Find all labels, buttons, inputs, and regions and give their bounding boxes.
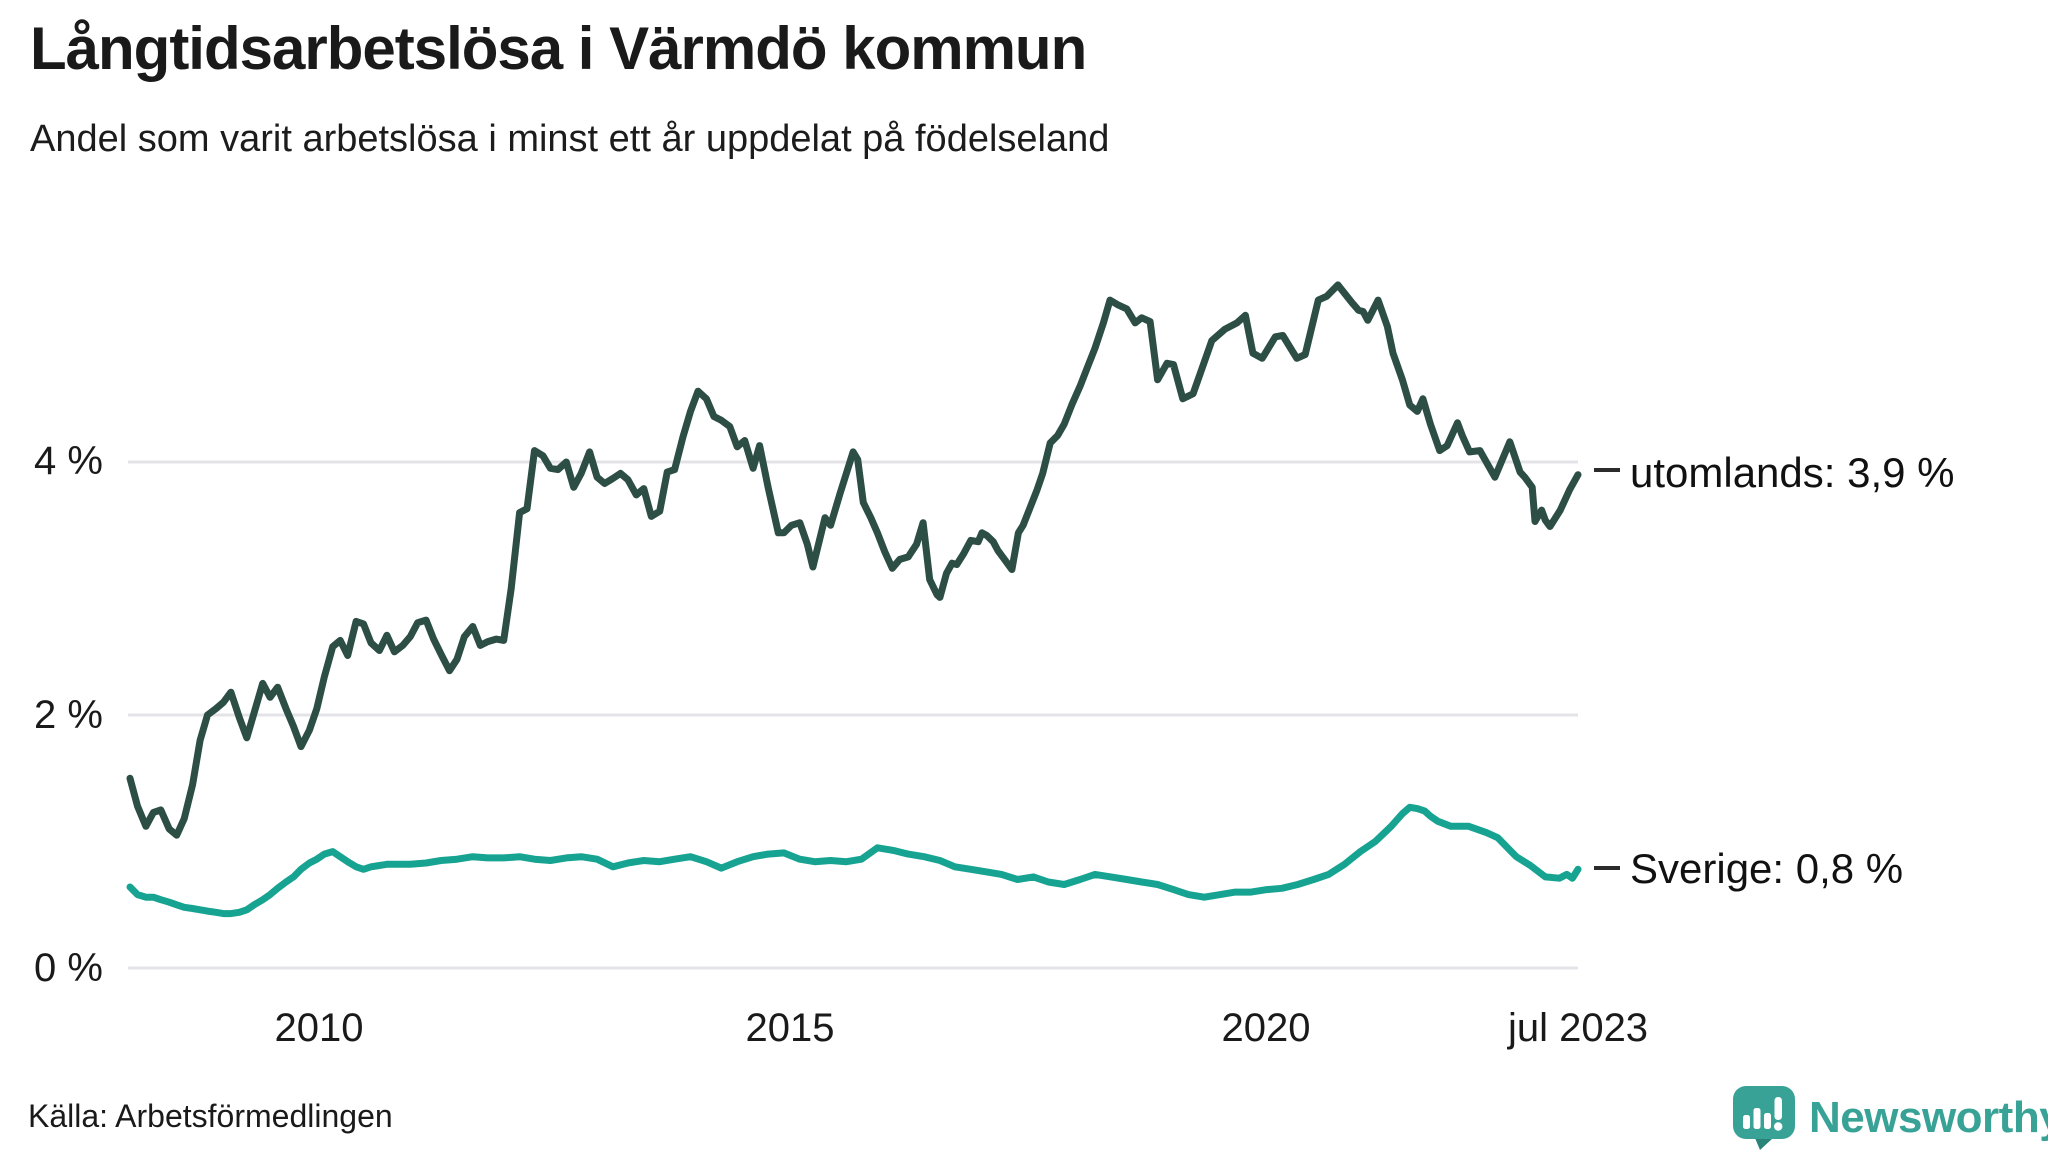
newsworthy-logo-text: Newsworthy <box>1809 1093 2048 1142</box>
source-note: Källa: Arbetsförmedlingen <box>28 1098 393 1134</box>
x-tick-2010: 2010 <box>274 1006 364 1050</box>
y-tick-4pct: 4 % <box>34 439 103 483</box>
sverige-leader-dash <box>1594 866 1620 870</box>
newsworthy-logo: Newsworthy <box>1733 1086 2048 1150</box>
page-title: Långtidsarbetslösa i Värmdö kommun <box>30 15 1087 82</box>
utomlands-leader-dash <box>1594 468 1620 472</box>
utomlands-line <box>126 281 1582 839</box>
chart-subtitle: Andel som varit arbetslösa i minst ett å… <box>30 118 1110 160</box>
y-tick-2pct: 2 % <box>34 693 103 737</box>
x-tick-jul2023: jul 2023 <box>1507 1006 1649 1050</box>
sverige-line <box>126 803 1582 918</box>
utomlands-end-label: utomlands: 3,9 % <box>1630 449 1955 496</box>
x-tick-2015: 2015 <box>745 1006 835 1050</box>
newsworthy-logo-icon <box>1733 1086 1795 1150</box>
y-tick-0pct: 0 % <box>34 946 103 990</box>
sverige-end-label: Sverige: 0,8 % <box>1630 845 1904 892</box>
x-tick-2020: 2020 <box>1221 1006 1311 1050</box>
